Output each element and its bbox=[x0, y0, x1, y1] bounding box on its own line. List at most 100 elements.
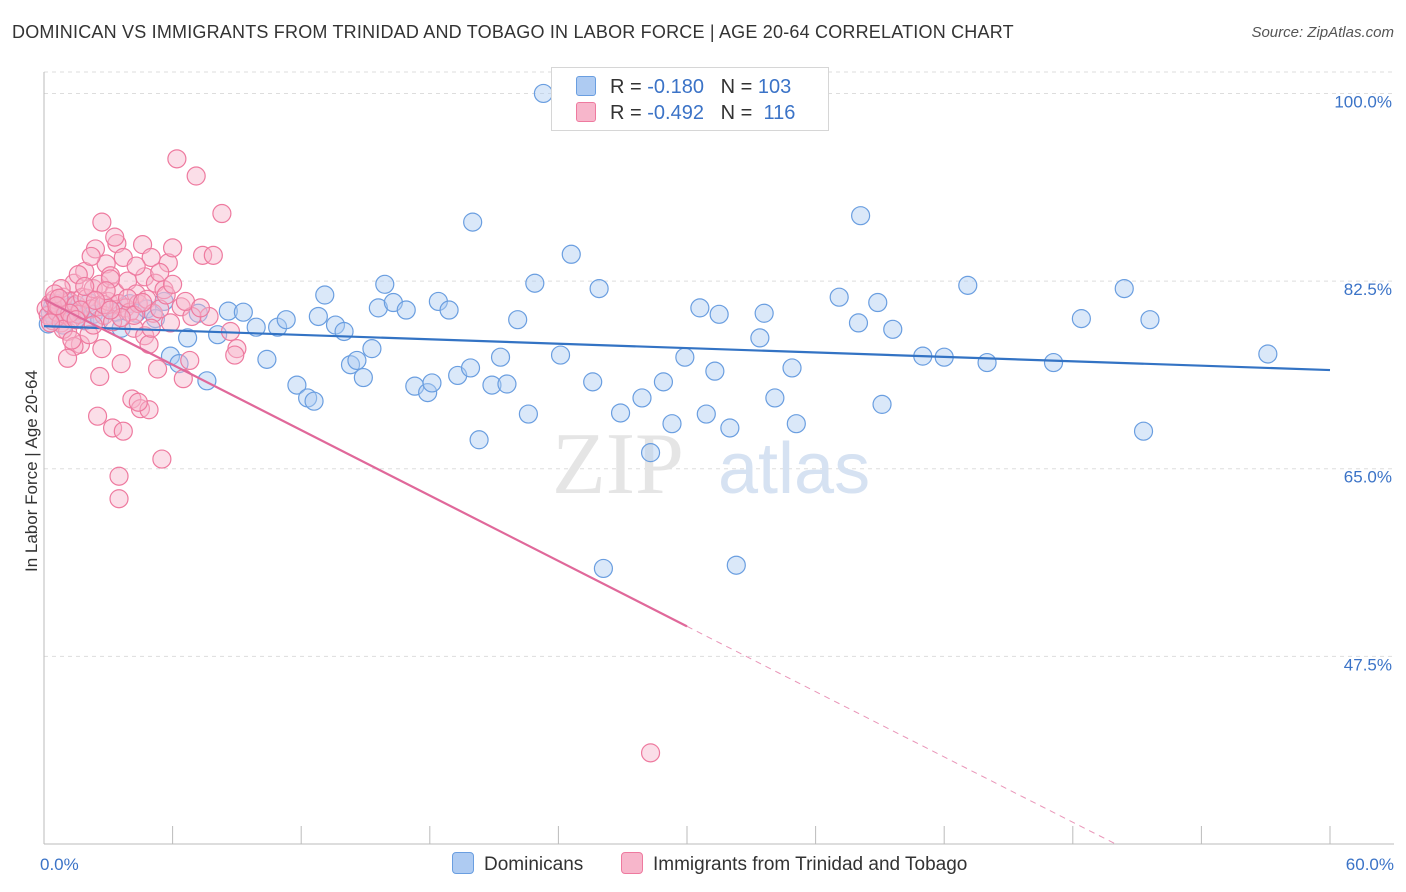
trinidad-point bbox=[141, 247, 161, 268]
bottom-legend-trinidad: Immigrants from Trinidad and Tobago bbox=[621, 852, 967, 876]
dominican-point bbox=[308, 306, 328, 327]
dominican-point bbox=[490, 347, 511, 367]
dominican-point bbox=[754, 303, 774, 323]
legend-n-label: N = bbox=[720, 76, 753, 98]
trinidad-point bbox=[62, 330, 82, 350]
trinidad-point bbox=[57, 348, 78, 368]
trinidad-point bbox=[212, 203, 232, 224]
dominican-point bbox=[632, 388, 652, 408]
dominican-point bbox=[958, 275, 978, 295]
dominican-point bbox=[375, 274, 395, 294]
trinidad-point bbox=[147, 359, 168, 379]
legend-n-value: 116 bbox=[763, 102, 796, 124]
trinidad-point bbox=[79, 325, 99, 345]
dominican-point bbox=[720, 418, 740, 438]
legend-r-value: -0.180 bbox=[647, 76, 704, 98]
dominican-point bbox=[868, 292, 888, 313]
dominican-point bbox=[334, 321, 354, 342]
bottom-legend-dominicans: Dominicans bbox=[452, 852, 583, 876]
dominican-point bbox=[362, 339, 382, 359]
dominican-point bbox=[1114, 278, 1134, 299]
trinidad-point bbox=[111, 307, 131, 328]
dominican-point bbox=[518, 404, 538, 424]
dominican-point bbox=[246, 317, 266, 337]
dominican-point bbox=[257, 349, 277, 369]
y-tick-label: 65.0% bbox=[1344, 468, 1392, 487]
legend-r-label: R = bbox=[610, 76, 642, 98]
trinidad-point bbox=[126, 256, 146, 276]
trinidad-point bbox=[113, 421, 133, 441]
dominican-point bbox=[653, 372, 674, 392]
dominican-point bbox=[872, 394, 892, 414]
trinidad-point bbox=[117, 288, 138, 308]
dominican-point bbox=[1071, 309, 1091, 329]
trinidad-point bbox=[167, 149, 187, 169]
source-label: Source: ZipAtlas.com bbox=[1251, 24, 1394, 41]
trinidad-point bbox=[90, 366, 110, 387]
trinidad-point bbox=[109, 489, 129, 509]
trinidad-point bbox=[81, 246, 101, 267]
dominican-point bbox=[525, 273, 545, 293]
dominican-point bbox=[550, 345, 571, 365]
trinidad-point bbox=[150, 299, 170, 319]
trinidad-point bbox=[92, 339, 112, 359]
trend-lines bbox=[43, 298, 1331, 845]
trinidad-point bbox=[100, 269, 121, 289]
trinidad-point bbox=[96, 281, 116, 301]
tick-labels: 100.0% 82.5% 65.0% 47.5% 0.0% 60.0% bbox=[40, 92, 1394, 874]
dominican-point bbox=[1258, 344, 1278, 364]
legend-label-trinidad: Immigrants from Trinidad and Tobago bbox=[653, 854, 968, 875]
trinidad-point bbox=[193, 245, 213, 265]
dominican-point bbox=[583, 372, 603, 392]
chart-title: DOMINICAN VS IMMIGRANTS FROM TRINIDAD AN… bbox=[12, 22, 1014, 42]
trinidad-point bbox=[92, 212, 112, 232]
trinidad-point bbox=[102, 418, 123, 438]
trinidad-point bbox=[128, 392, 148, 412]
legend-row-trinidad: R = -0.492 N = 116 bbox=[576, 102, 795, 126]
dominican-point bbox=[977, 352, 997, 373]
trinidad-point bbox=[141, 318, 161, 338]
trinidad-point bbox=[203, 245, 223, 265]
trinidad-point bbox=[75, 276, 95, 297]
dominican-point bbox=[696, 404, 716, 424]
dominican-point bbox=[497, 374, 517, 394]
trinidad-point bbox=[150, 262, 170, 283]
dominican-point bbox=[1043, 352, 1064, 373]
dominican-point bbox=[662, 414, 682, 434]
stats-legend: R = -0.180 N = 103 R = -0.492 N = 116 bbox=[551, 67, 829, 131]
dominican-point bbox=[1133, 421, 1154, 441]
dominican-point bbox=[690, 298, 710, 318]
dominican-point bbox=[463, 212, 483, 232]
dominican-point bbox=[508, 310, 528, 330]
dominican-point bbox=[287, 375, 307, 395]
y-axis-label: In Labor Force | Age 20-64 bbox=[22, 370, 41, 572]
trend-line-trinidad-extension bbox=[686, 625, 1116, 845]
dominican-point bbox=[610, 403, 631, 423]
dominican-point bbox=[561, 244, 581, 264]
trinidad-point bbox=[640, 743, 661, 763]
trinidad-point bbox=[186, 166, 206, 186]
dominican-point bbox=[782, 358, 802, 378]
dominican-point bbox=[675, 347, 695, 367]
dominican-point bbox=[593, 558, 614, 579]
dominican-point bbox=[418, 382, 438, 403]
dominican-point bbox=[197, 371, 217, 391]
legend-n-value: 103 bbox=[757, 76, 792, 98]
dominican-point bbox=[347, 350, 367, 371]
trinidad-point bbox=[85, 290, 106, 310]
trinidad-point bbox=[180, 350, 200, 371]
dominican-point bbox=[422, 373, 442, 393]
dominican-point bbox=[750, 328, 770, 348]
y-tick-label: 100.0% bbox=[1334, 92, 1392, 111]
dominican-point bbox=[640, 443, 661, 463]
dominican-point bbox=[460, 358, 481, 378]
dominican-point bbox=[1140, 310, 1160, 330]
trinidad-point bbox=[111, 354, 131, 374]
dominican-point bbox=[709, 304, 729, 324]
trinidad-point bbox=[160, 313, 181, 333]
dominican-point bbox=[533, 83, 553, 104]
trinidad-point bbox=[87, 406, 108, 426]
trinidad-point bbox=[190, 298, 211, 318]
dominican-point bbox=[218, 301, 238, 321]
